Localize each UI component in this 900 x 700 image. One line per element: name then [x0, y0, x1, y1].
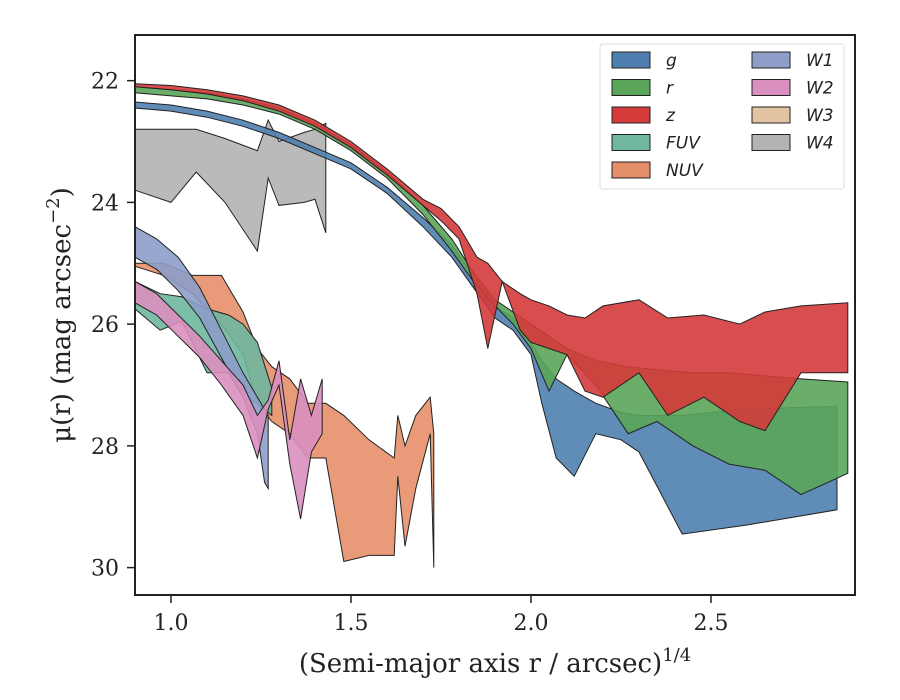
y-tick-label: 28: [91, 435, 119, 460]
x-axis-label: (Semi-major axis r / arcsec)1/4: [299, 645, 691, 679]
legend-label-w4: W4: [806, 134, 834, 154]
legend-swatch-fuv: [611, 134, 651, 151]
legend-swatch-nuv: [611, 161, 651, 179]
y-axis-label-exponent: −2: [43, 197, 64, 224]
legend-label-fuv: FUV: [666, 134, 701, 154]
legend: grz FUV NUV W1 W2 W3 W4: [599, 43, 845, 190]
x-axis-label-exponent: 1/4: [662, 645, 691, 666]
legend-label-w2: W2: [806, 79, 834, 99]
band-g: [134, 101, 838, 535]
band-w2: [134, 280, 323, 519]
legend-swatch-w2: [751, 79, 791, 96]
y-tick-label: 30: [91, 557, 119, 582]
band-layer: [134, 83, 849, 568]
plot-frame: [134, 34, 856, 596]
x-axis-ticks: 1.0 1.5 2.0 2.5: [154, 595, 729, 636]
y-axis-ticks: 22 24 26 28 30: [91, 70, 135, 582]
legend-label-nuv: NUV: [666, 161, 704, 181]
legend-label-r: r: [666, 79, 674, 99]
x-tick-label: 1.5: [334, 611, 369, 636]
legend-swatch-w4: [751, 134, 791, 151]
y-axis-label: μ(r) (mag arcsec−2): [43, 187, 77, 443]
band-w1: [134, 225, 269, 491]
legend-label-g: g: [666, 51, 677, 71]
x-tick-label: 1.0: [154, 611, 189, 636]
x-tick-label: 2.0: [514, 611, 549, 636]
legend-swatch-w1: [751, 51, 791, 69]
y-tick-label: 22: [91, 70, 119, 95]
legend-label-z: z: [665, 106, 676, 126]
legend-label-w1: W1: [806, 51, 834, 71]
x-tick-label: 2.5: [694, 611, 729, 636]
band-w4: [134, 118, 327, 253]
legend-swatch-r: [611, 79, 651, 96]
legend-swatch-g: [611, 51, 651, 69]
legend-swatch-z: [611, 106, 651, 124]
y-tick-label: 24: [91, 191, 119, 216]
y-tick-label: 26: [91, 313, 119, 338]
legend-swatch-w3: [751, 106, 791, 124]
band-z: [134, 83, 849, 432]
legend-label-w3: W3: [806, 106, 834, 126]
y-axis-label-close: ): [47, 187, 77, 197]
